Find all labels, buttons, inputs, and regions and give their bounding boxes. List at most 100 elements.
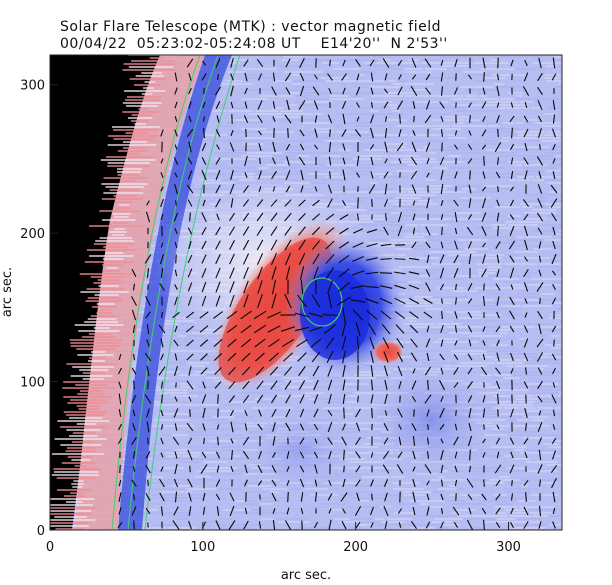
vector-segment [174, 491, 178, 503]
vector-segment [426, 197, 430, 209]
vector-segment [467, 367, 473, 375]
vector-segment [325, 267, 335, 279]
vector-segment [173, 408, 179, 418]
vector-segment [455, 283, 457, 291]
vector-segment [426, 254, 430, 264]
vector-segment [411, 423, 417, 431]
vector-segment [551, 438, 557, 444]
vector-segment [509, 296, 515, 306]
vector-segment [370, 350, 374, 364]
vector-segment [426, 172, 430, 178]
vector-segment [366, 242, 378, 248]
vector-segment [256, 212, 264, 222]
vector-segment [454, 171, 458, 179]
vector-segment [187, 268, 193, 278]
vector-segment [425, 142, 431, 152]
vector-segment [132, 493, 136, 501]
vector-segment [537, 381, 543, 389]
vector-segment [300, 279, 304, 295]
vector-segment [537, 227, 543, 235]
vector-segment [412, 227, 416, 235]
vector-segment [230, 85, 234, 97]
vector-segment [496, 311, 500, 319]
vector-segment [342, 393, 346, 405]
vector-segment [511, 127, 513, 139]
vector-segment [552, 521, 556, 529]
vector-segment [189, 409, 191, 417]
vector-segment [466, 519, 474, 530]
vector-segment [230, 170, 234, 180]
vector-segment [365, 286, 379, 288]
vector-segment [342, 200, 346, 206]
vector-segment [145, 492, 151, 502]
vector-segment [144, 352, 152, 362]
vector-segment [525, 367, 527, 375]
vector-segment [380, 310, 392, 320]
vector-segment [426, 352, 430, 362]
vector-segment [370, 365, 374, 377]
vector-segment [453, 254, 459, 264]
vector-segment [440, 521, 444, 529]
vector-segment [440, 493, 444, 501]
vector-segment [256, 59, 264, 67]
vector-segment [270, 252, 278, 266]
vector-segment [482, 353, 486, 361]
vector-segment [439, 283, 445, 291]
vector-segment [481, 268, 487, 278]
vector-segment [411, 184, 417, 194]
vector-segment [200, 464, 208, 474]
vector-segment [496, 451, 500, 459]
vector-segment [284, 199, 292, 207]
vector-segment [343, 449, 345, 461]
vector-segment [454, 451, 458, 459]
vector-segment [496, 102, 500, 108]
vector-segment [356, 336, 360, 350]
vector-segment [215, 169, 221, 181]
vector-segment [439, 267, 445, 279]
vector-segment [439, 424, 445, 430]
vector-segment [394, 284, 406, 290]
vector-segment [552, 507, 556, 515]
vector-segment [440, 324, 444, 334]
vector-segment [496, 212, 500, 222]
vector-segment [215, 226, 221, 236]
vector-segment [313, 408, 319, 418]
vector-segment [258, 409, 262, 417]
vector-segment [312, 365, 320, 377]
vector-segment [185, 311, 195, 319]
x-axis-label: arc sec. [281, 568, 331, 583]
vector-segment [440, 464, 444, 474]
vector-segment [523, 338, 529, 348]
vector-segment [440, 395, 444, 403]
vector-segment [394, 271, 406, 275]
vector-segment [467, 311, 473, 319]
vector-segment [284, 212, 292, 222]
vector-segment [341, 336, 347, 350]
vector-segment [271, 279, 277, 295]
vector-segment [174, 172, 178, 178]
vector-segment [397, 451, 403, 459]
vector-segment [256, 394, 264, 404]
vector-segment [496, 157, 500, 165]
vector-segment [510, 521, 514, 529]
vector-segment [229, 267, 235, 279]
vector-segment [538, 241, 542, 249]
vector-segment [329, 129, 331, 137]
vector-segment [426, 451, 430, 459]
vector-segment [468, 74, 472, 80]
vector-segment [413, 115, 415, 123]
vector-segment [215, 157, 221, 165]
vector-segment [552, 114, 556, 124]
vector-segment [426, 325, 430, 333]
vector-segment [454, 465, 458, 473]
vector-segment [286, 507, 290, 515]
vector-segment [509, 143, 515, 151]
vector-segment [538, 171, 542, 179]
vector-segment [160, 466, 164, 472]
vector-segment [313, 423, 319, 431]
vector-segment [322, 314, 338, 316]
vector-segment [314, 464, 318, 474]
vector-segment [270, 199, 278, 207]
vector-segment [439, 156, 445, 166]
vector-segment [174, 451, 178, 459]
